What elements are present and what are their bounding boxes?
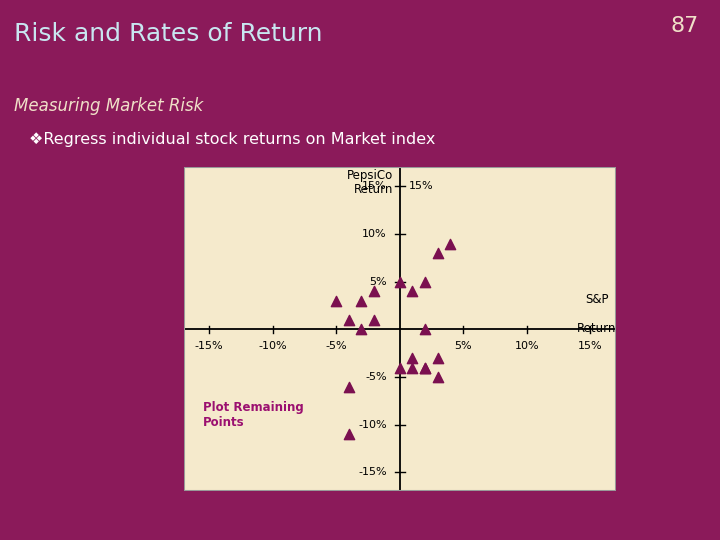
Point [432, 249, 444, 258]
Point [369, 287, 380, 295]
Point [330, 296, 342, 305]
Text: 10%: 10% [514, 341, 539, 351]
Point [343, 315, 354, 324]
Text: -10%: -10% [258, 341, 287, 351]
Point [356, 325, 367, 334]
Point [419, 363, 431, 372]
Text: -5%: -5% [365, 372, 387, 382]
Point [419, 363, 431, 372]
Text: Return: Return [577, 322, 616, 335]
Text: 15%: 15% [362, 181, 387, 192]
Point [394, 363, 405, 372]
Point [407, 363, 418, 372]
Point [394, 278, 405, 286]
Point [419, 278, 431, 286]
Point [407, 354, 418, 362]
Text: 5%: 5% [369, 277, 387, 287]
Point [343, 430, 354, 438]
Text: -15%: -15% [194, 341, 223, 351]
Text: Measuring Market Risk: Measuring Market Risk [14, 97, 204, 115]
Text: 5%: 5% [454, 341, 472, 351]
Text: PepsiCo: PepsiCo [347, 168, 393, 181]
Text: S&P: S&P [585, 293, 608, 306]
Point [369, 315, 380, 324]
Text: -15%: -15% [359, 467, 387, 477]
Bar [184, 167, 616, 491]
Text: -5%: -5% [325, 341, 347, 351]
Point [432, 354, 444, 362]
Text: -10%: -10% [359, 420, 387, 430]
Text: Plot Remaining
Points: Plot Remaining Points [202, 401, 303, 429]
Point [356, 296, 367, 305]
Text: 15%: 15% [578, 341, 603, 351]
Point [419, 325, 431, 334]
Text: Return: Return [354, 183, 393, 196]
Text: ❖Regress individual stock returns on Market index: ❖Regress individual stock returns on Mar… [29, 132, 435, 147]
Text: 87: 87 [670, 16, 698, 36]
Point [432, 373, 444, 381]
Point [343, 382, 354, 391]
Point [407, 287, 418, 295]
Text: Risk and Rates of Return: Risk and Rates of Return [14, 22, 323, 45]
Point [445, 239, 456, 248]
Text: 10%: 10% [362, 229, 387, 239]
Text: 15%: 15% [408, 181, 433, 192]
